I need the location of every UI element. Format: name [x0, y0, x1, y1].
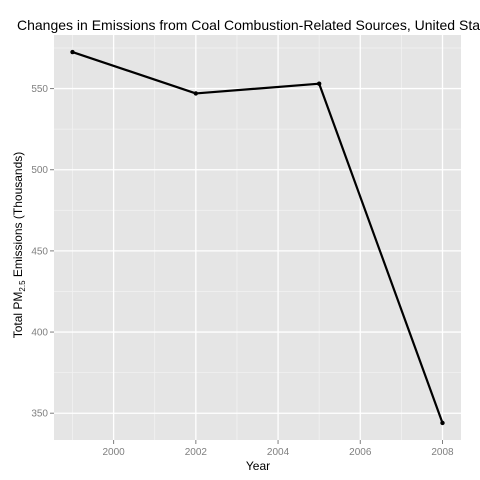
x-tick-label: 2002 [185, 447, 208, 458]
data-point [316, 81, 322, 86]
x-tick-label: 2000 [102, 447, 125, 458]
x-tick-label: 2004 [267, 447, 290, 458]
y-axis-title-subscript: 2.5 [18, 280, 27, 292]
emissions-line [72, 50, 444, 424]
x-tick-label: 2006 [349, 447, 372, 458]
y-axis-title: Total PM2.5 Emissions (Thousands) [11, 152, 27, 339]
y-tick-label: 350 [31, 409, 48, 420]
panel-background [54, 35, 461, 440]
y-tick-label: 450 [31, 246, 48, 257]
x-axis-ticks: 2000 2002 2004 2006 2008 [102, 440, 454, 458]
y-axis-title-tail: Emissions (Thousands) [11, 152, 25, 281]
data-point [70, 49, 75, 55]
chart-title: Changes in Emissions from Coal Combustio… [17, 17, 480, 33]
y-tick-label: 550 [31, 84, 48, 95]
y-axis-ticks: 350 400 450 500 550 [31, 84, 54, 420]
plot-panel [54, 35, 461, 440]
y-tick-label: 400 [31, 328, 48, 339]
data-points [70, 49, 445, 426]
series-line [72, 50, 444, 424]
data-point [193, 91, 199, 96]
x-axis-title: Year [246, 459, 270, 473]
x-tick-label: 2008 [431, 447, 454, 458]
grid-lines [54, 35, 461, 440]
data-point [440, 420, 445, 426]
y-tick-label: 500 [31, 165, 48, 176]
y-axis-title-main: Total PM [11, 292, 25, 339]
